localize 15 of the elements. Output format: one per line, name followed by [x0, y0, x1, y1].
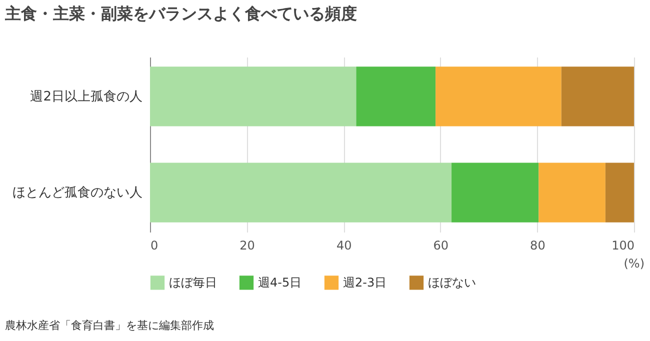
x-tick-label: 60 — [433, 238, 449, 252]
legend-label: ほぼ毎日 — [169, 276, 217, 290]
x-tick-label: 20 — [240, 238, 255, 252]
legend-label: 週4-5日 — [258, 276, 302, 290]
x-tick-label: 0 — [150, 238, 158, 252]
x-tick-label: 40 — [336, 238, 352, 252]
y-tick-label: ほとんど孤食のない人 — [12, 186, 142, 201]
text: 農林水産省「食育白書」を基に編集部作成 — [5, 318, 214, 333]
chart-title: 主食・主菜・副菜をバランスよく食べている頻度 — [5, 4, 357, 25]
x-axis-title: (%) — [624, 256, 644, 270]
y-tick-label: 週2日以上孤食の人 — [30, 89, 142, 104]
x-tick-label: 80 — [530, 238, 546, 252]
legend-label: 週2-3日 — [343, 276, 387, 290]
legend-label: ほぼない — [428, 276, 476, 290]
x-tick-label: 100 — [612, 238, 634, 252]
